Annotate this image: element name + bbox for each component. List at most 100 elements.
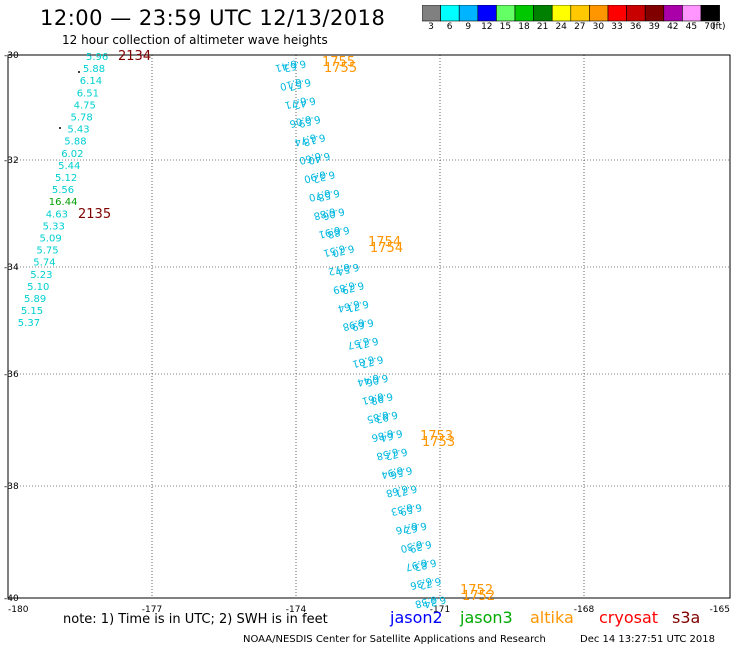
colorbar-label: 39 [648, 22, 660, 32]
swh-value: 6.59 [297, 113, 321, 129]
swh-value: 6.79 [341, 279, 365, 295]
swh-value: 6.58 [316, 186, 340, 202]
colorbar-label: 70 [704, 22, 716, 32]
swh-value: 5.12 [55, 173, 77, 184]
swh-value: 6.06 [365, 371, 389, 387]
swh-value: 6.69 [350, 316, 374, 332]
swh-value: 6.81 [351, 353, 375, 369]
swh-value: 5.88 [64, 137, 86, 148]
swh-value: 5.75 [36, 246, 58, 257]
colorbar-label: 3 [428, 22, 434, 32]
time-label: 1752 [460, 583, 493, 598]
swh-value: 6.57 [288, 76, 312, 92]
time-label: 1752 [462, 589, 495, 604]
swh-value: 6.60 [298, 150, 322, 166]
lon-tick-label: -177 [142, 605, 162, 615]
colorbar-label: 9 [465, 22, 472, 32]
swh-value: 5.15 [21, 306, 43, 317]
swh-value: 6.62 [403, 519, 427, 535]
lat-tick-label: -32 [4, 156, 19, 166]
generated-timestamp: Dec 14 13:27:51 UTC 2018 [580, 634, 715, 645]
swh-value: 6.77 [360, 353, 384, 369]
time-label: 2135 [78, 207, 111, 222]
swh-value: 6.41 [274, 57, 298, 73]
swh-value: 6.71 [355, 334, 379, 350]
swh-value: 6.02 [61, 149, 83, 160]
swh-value: 5.78 [71, 113, 93, 124]
swh-value: 6.58 [375, 445, 399, 461]
track-east: 6.416.636.106.576.716.426.066.596.746.18… [274, 57, 447, 609]
swh-value: 6.56 [389, 464, 413, 480]
time-label: 1755 [322, 55, 355, 70]
swh-value: 6.32 [312, 168, 336, 184]
swh-value: 6.30 [399, 538, 423, 554]
swh-value: 6.90 [303, 168, 327, 184]
track-dot [78, 71, 80, 73]
swh-value: 6.91 [317, 223, 341, 239]
swh-value: 6.89 [332, 279, 356, 295]
swh-value: 6.70 [331, 242, 355, 258]
swh-value: 4.63 [46, 209, 68, 220]
swh-value: 6.71 [283, 94, 307, 110]
swh-value: 6.10 [279, 76, 303, 92]
swh-value: 6.59 [399, 501, 423, 517]
swh-value: 6.74 [293, 131, 317, 147]
colorbar-label: 45 [685, 22, 698, 32]
swh-value: 6.88 [312, 205, 336, 221]
swh-value: 6.57 [346, 334, 370, 350]
swh-value: 6.14 [80, 76, 102, 87]
lat-tick-label: -38 [4, 482, 19, 492]
swh-value: 6.72 [418, 575, 442, 591]
swh-value: 5.44 [58, 161, 80, 172]
satellite-legend-jason2: jason2 [390, 608, 443, 627]
swh-value: 6.98 [370, 390, 394, 406]
colorbar-label: 27 [574, 22, 586, 32]
swh-value: 6.97 [404, 556, 428, 572]
swh-value: 6.76 [394, 519, 418, 535]
time-label: 1753 [420, 429, 453, 444]
swh-value: 6.88 [326, 223, 350, 239]
swh-value: 6.93 [374, 408, 398, 424]
swh-value: 6.44 [356, 371, 380, 387]
colorbar-label: 33 [611, 22, 623, 32]
satellite-legend-cryosat: cryosat [599, 608, 659, 627]
swh-value: 5.23 [30, 270, 52, 281]
lon-tick-label: -171 [430, 605, 450, 615]
swh-value: 5.56 [52, 185, 74, 196]
swh-value: 6.06 [321, 205, 345, 221]
lon-tick-label: -165 [710, 605, 730, 615]
lon-tick-label: -174 [286, 605, 307, 615]
note-text: note: 1) Time is in UTC; 2) SWH is in fe… [63, 612, 328, 627]
swh-value: 6.54 [336, 260, 360, 276]
colorbar-unit: (ft) [712, 22, 726, 32]
colorbar-label: 18 [518, 22, 530, 32]
time-label: 1755 [324, 61, 357, 76]
colorbar-label: 36 [629, 22, 642, 32]
lat-tick-label: -34 [4, 263, 19, 273]
swh-value: 6.85 [365, 408, 389, 424]
colorbar [422, 5, 720, 22]
swh-value: 6.64 [379, 427, 403, 443]
swh-value: 6.71 [345, 297, 369, 313]
swh-value: 5.09 [40, 234, 62, 245]
page-title: 12:00 — 23:59 UTC 12/13/2018 [40, 6, 386, 30]
swh-value: 6.39 [408, 538, 432, 554]
swh-value: 4.75 [74, 100, 96, 111]
colorbar-label: 12 [481, 22, 493, 32]
colorbar-label: 6 [446, 22, 453, 32]
satellite-legend-jason3: jason3 [460, 608, 513, 627]
lat-tick-label: -30 [4, 51, 19, 61]
swh-value: 5.10 [27, 282, 49, 293]
lat-tick-label: -36 [4, 370, 19, 380]
time-label: 2134 [118, 49, 151, 64]
swh-value: 6.64 [336, 297, 360, 313]
credit-text: NOAA/NESDIS Center for Satellite Applica… [243, 634, 546, 645]
swh-value: 6.51 [77, 88, 99, 99]
swh-value: 6.94 [380, 464, 404, 480]
track-west: 5.965.886.146.514.755.785.435.886.025.44… [18, 52, 108, 329]
colorbar-label: 21 [536, 22, 549, 32]
swh-value: 6.38 [414, 593, 438, 609]
time-label: 1754 [370, 241, 403, 256]
